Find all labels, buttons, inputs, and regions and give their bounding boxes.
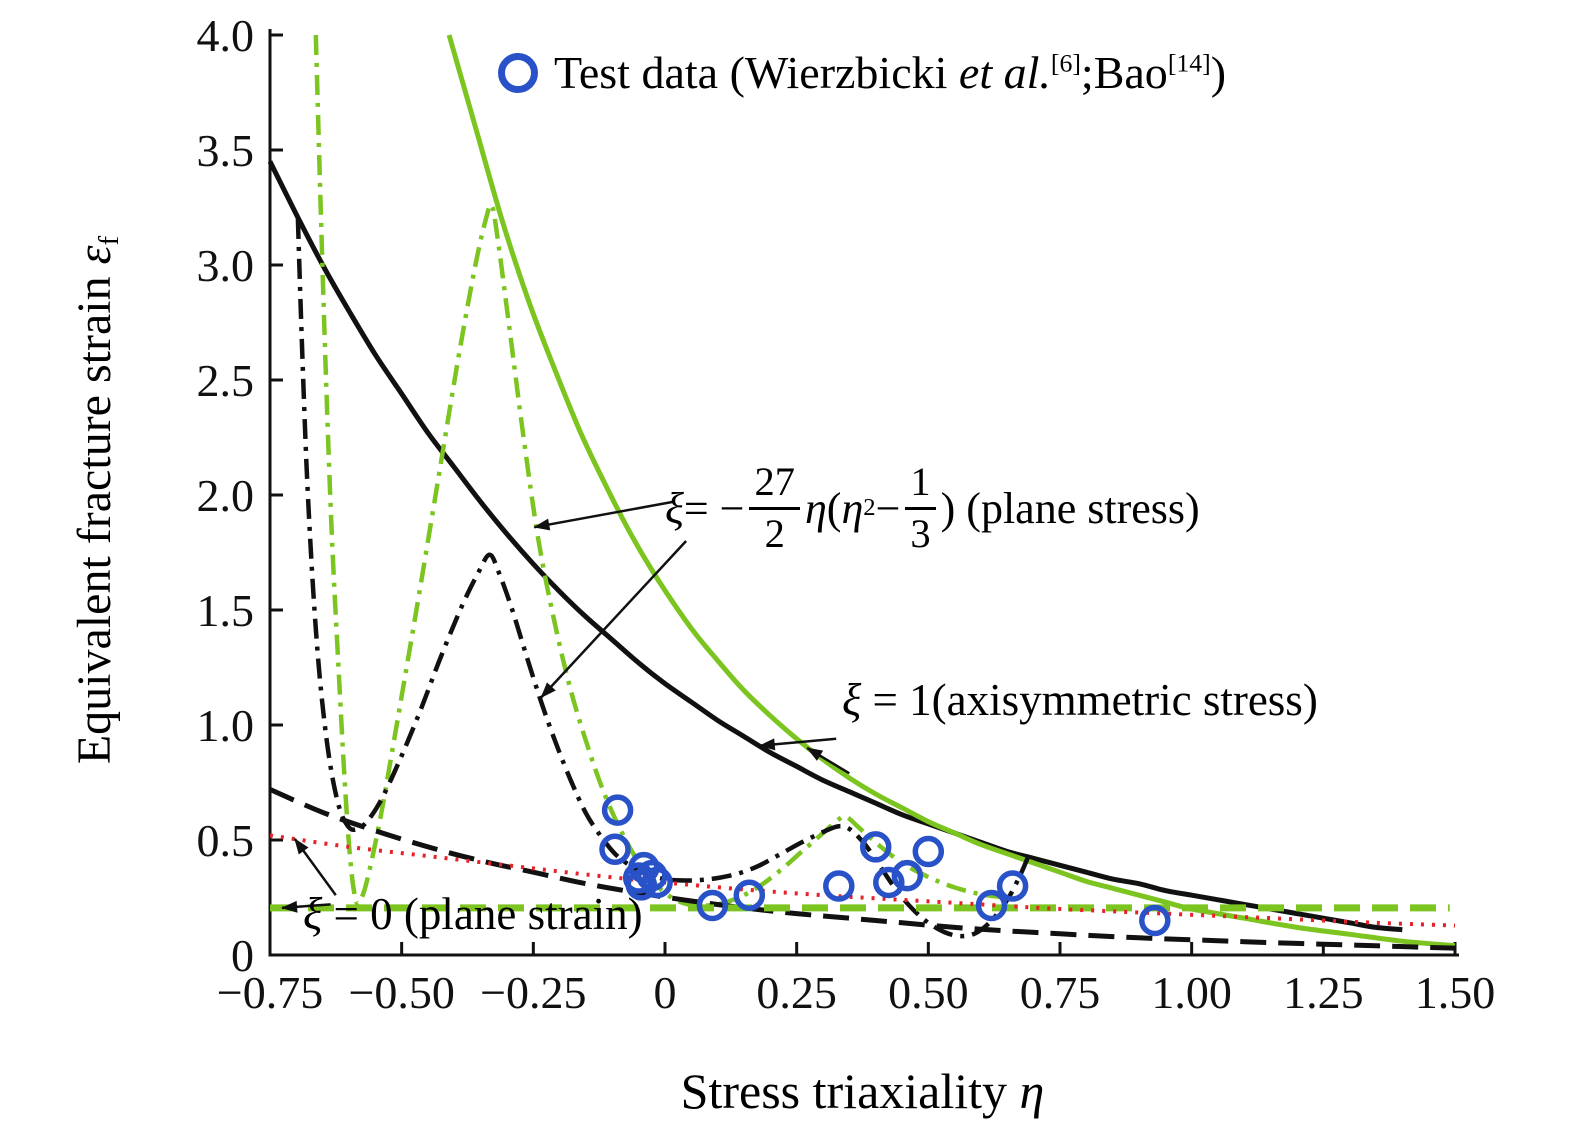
annotation-arrow [281, 900, 331, 913]
legend: Test data (Wierzbicki et al.[6];Bao[14]) [498, 46, 1226, 99]
annotation-arrow [758, 737, 837, 751]
test-data-point [733, 879, 766, 911]
annotation-arrow [806, 746, 850, 775]
axisymmetric-green-curve [446, 34, 1456, 949]
x-tick-label: 1.00 [1151, 967, 1232, 1018]
x-tick-label: −0.75 [217, 967, 323, 1018]
y-tick-label: 0 [231, 930, 254, 981]
test-data-point [1139, 904, 1171, 937]
test-data-point [996, 870, 1029, 902]
annotation-arrow [533, 500, 674, 531]
legend-etal: et al. [958, 47, 1051, 98]
fraction-numerator: 1 [905, 460, 936, 510]
test-data-point [823, 870, 855, 902]
plane-stress-annotation: ξ = −27 2 η (η 2 − 1 3) (plane stress) [665, 450, 1200, 566]
axisymmetric-annotation: ξ = 1(axisymmetric stress) [842, 674, 1318, 726]
plane-stress-green-curve [313, 34, 1019, 908]
x-tick-label: −0.50 [348, 967, 454, 1018]
plane-stress-suffix: ) (plane stress) [940, 483, 1200, 533]
test-data-point [859, 831, 892, 863]
legend-ref-14: [14] [1167, 48, 1211, 78]
open-paren: ( [826, 483, 842, 533]
legend-text-suffix: ) [1210, 47, 1227, 98]
fraction-denominator: 3 [910, 510, 931, 556]
x-axis-title: Stress triaxiality η [270, 1062, 1455, 1120]
series-group [268, 34, 1456, 951]
legend-label: Test data (Wierzbicki et al.[6];Bao[14]) [554, 46, 1226, 99]
xi-symbol: ξ [842, 675, 862, 725]
fraction-numerator: 27 [749, 460, 800, 510]
axisymmetric-text: = 1(axisymmetric stress) [861, 675, 1318, 725]
plane-stress-black-curve [295, 218, 1031, 939]
test-data-point [975, 889, 1008, 922]
x-tick-label: 1.25 [1283, 967, 1364, 1018]
test-data-group [599, 794, 1171, 937]
xi-symbol: ξ [665, 483, 684, 533]
epsilon-symbol: ε [68, 245, 121, 265]
exponent-2: 2 [863, 494, 876, 521]
test-data-marker-icon [498, 52, 538, 93]
epsilon-subscript: f [93, 235, 126, 246]
legend-text-mid: ;Bao [1080, 47, 1168, 98]
plane-strain-black-curve [269, 787, 1456, 951]
test-data-point [625, 869, 658, 901]
x-title-text: Stress triaxiality [680, 1063, 1020, 1119]
x-tick-label: 0 [654, 967, 677, 1018]
y-tick-label: 3.5 [197, 125, 255, 176]
eta-symbol: η [1019, 1063, 1045, 1119]
x-tick-label: 0.75 [1020, 967, 1101, 1018]
test-data-point [599, 833, 631, 865]
x-tick-label: 0.50 [888, 967, 969, 1018]
test-data-point [891, 859, 924, 892]
y-tick-label: 3.0 [197, 240, 255, 291]
annotation-arrow [293, 838, 337, 896]
plane-strain-annotation: ξ = 0 (plane strain) [303, 888, 643, 940]
xi-symbol: ξ [303, 889, 323, 939]
axisymmetric-black-curve [268, 160, 1403, 933]
x-tick-label: −0.25 [480, 967, 586, 1018]
legend-text-prefix: Test data (Wierzbicki [554, 47, 959, 98]
plane-strain-text: = 0 (plane strain) [322, 889, 643, 939]
legend-ref-6: [6] [1050, 48, 1081, 78]
equals-minus: = − [683, 483, 745, 533]
y-title-text: Equivalent fracture strain [68, 264, 121, 765]
eta-squared-symbol: η [841, 483, 864, 533]
y-axis-title: Equivalent fracture strain εf [65, 147, 125, 853]
test-data-point [912, 835, 945, 868]
y-tick-label: 1.0 [197, 700, 255, 751]
x-tick-label: 1.50 [1415, 967, 1496, 1018]
test-data-point [873, 866, 905, 899]
x-tick-label: 0.25 [756, 967, 837, 1018]
minus-sign: − [875, 483, 901, 533]
test-data-point [696, 889, 729, 922]
y-tick-label: 2.5 [197, 355, 255, 406]
y-tick-label: 1.5 [197, 585, 255, 636]
test-data-point [641, 866, 673, 899]
eta-symbol: η [804, 483, 827, 533]
test-data-point [601, 794, 634, 826]
y-tick-label: 2.0 [197, 470, 255, 521]
fraction-27-2: 27 2 [749, 460, 800, 556]
y-tick-label: 4.0 [197, 10, 255, 61]
fraction-denominator: 2 [764, 510, 785, 556]
annotation-arrow [540, 540, 688, 699]
y-tick-label: 0.5 [197, 815, 255, 866]
plane-strain-red-line [269, 833, 1456, 928]
